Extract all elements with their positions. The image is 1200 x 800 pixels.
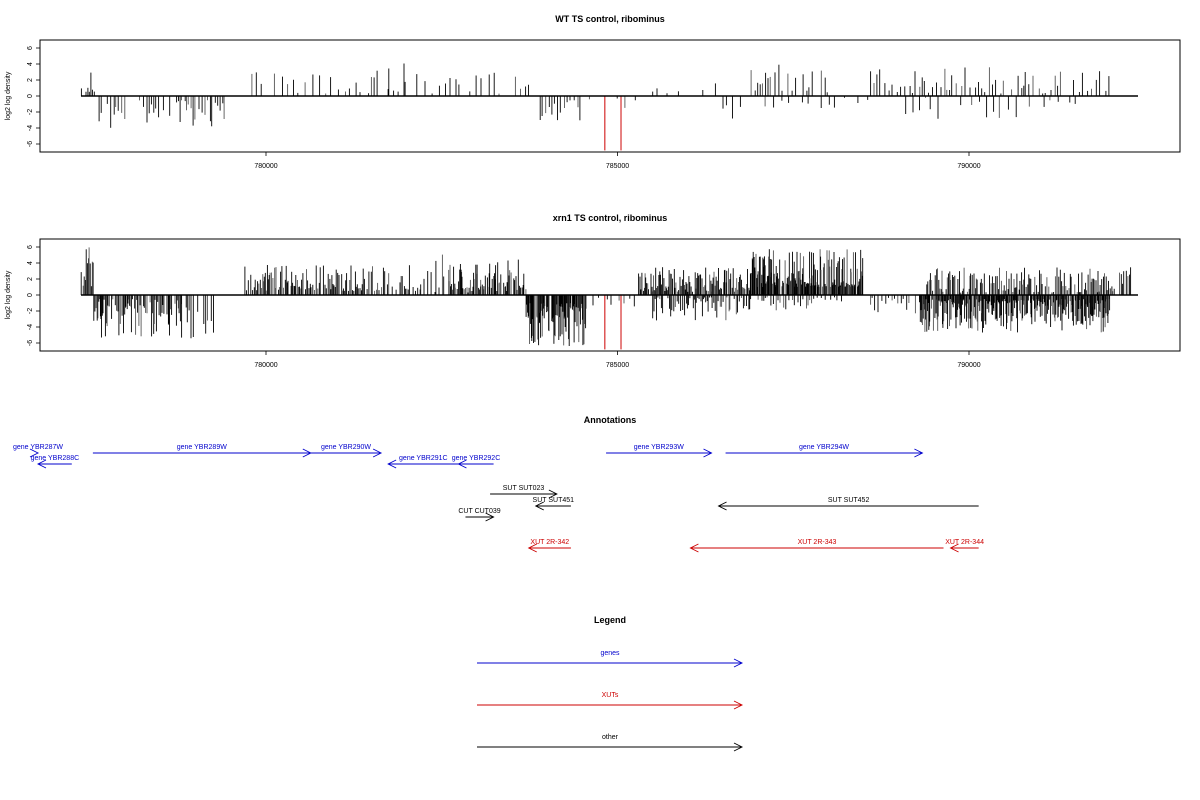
y-tick-label: -4 bbox=[27, 125, 34, 131]
y-tick-label: 6 bbox=[27, 46, 34, 50]
wt-density-panel: WT TS control, ribominus log2 log density… bbox=[5, 14, 1181, 170]
y-tick-label: -2 bbox=[27, 308, 34, 314]
feature-label: gene YBR293W bbox=[634, 444, 684, 451]
feature-arrow bbox=[689, 543, 944, 553]
feature-arrow bbox=[606, 448, 713, 458]
feature-label: gene YBR289W bbox=[177, 444, 227, 451]
feature-arrow bbox=[527, 543, 571, 553]
legend-arrow bbox=[477, 700, 744, 710]
legend-arrow bbox=[477, 742, 744, 752]
feature-arrow bbox=[490, 489, 558, 499]
y-tick-label: 4 bbox=[27, 261, 34, 265]
y-tick-label: 4 bbox=[27, 62, 34, 66]
feature-arrow bbox=[717, 501, 979, 511]
feature-arrow bbox=[457, 459, 494, 469]
y-tick-label: 6 bbox=[27, 245, 34, 249]
y-tick-label: -6 bbox=[27, 340, 34, 346]
legend-label: other bbox=[602, 734, 619, 741]
density-bars bbox=[80, 63, 1110, 128]
y-tick-label: -4 bbox=[27, 324, 34, 330]
legend-items: genes XUTs other bbox=[477, 650, 744, 752]
legend-label: genes bbox=[600, 650, 620, 657]
feature-label: XUT 2R-343 bbox=[798, 539, 837, 546]
x-tick-label: 780000 bbox=[254, 362, 277, 369]
annotation-features: gene YBR287W gene YBR288C gene YBR289W gene… bbox=[13, 444, 984, 553]
x-tick-label: 790000 bbox=[957, 163, 980, 170]
feature-label: CUT CUT039 bbox=[458, 508, 500, 515]
feature-arrow bbox=[29, 448, 40, 458]
feature-arrow bbox=[949, 543, 979, 553]
feature-label: gene YBR290W bbox=[321, 444, 371, 451]
feature-arrow bbox=[310, 448, 383, 458]
y-tick-label: -2 bbox=[27, 109, 34, 115]
x-tick-label: 780000 bbox=[254, 163, 277, 170]
x-tick-label: 785000 bbox=[606, 163, 629, 170]
y-axis-label: log2 log density bbox=[5, 71, 12, 120]
legend-title: Legend bbox=[594, 615, 626, 625]
feature-label: SUT SUT451 bbox=[533, 497, 575, 504]
feature-label: gene YBR294W bbox=[799, 444, 849, 451]
density-bars bbox=[80, 247, 1132, 346]
legend-label: XUTs bbox=[602, 692, 619, 699]
panel-title: WT TS control, ribominus bbox=[555, 14, 665, 24]
feature-label: gene YBR291C bbox=[399, 455, 448, 462]
feature-arrow bbox=[725, 448, 924, 458]
feature-label: SUT SUT023 bbox=[503, 485, 545, 492]
feature-arrow bbox=[36, 459, 72, 469]
y-tick-label: 0 bbox=[27, 293, 34, 297]
feature-arrow bbox=[465, 512, 495, 522]
y-tick-label: 0 bbox=[27, 94, 34, 98]
feature-label: gene YBR292C bbox=[452, 455, 501, 462]
feature-arrow bbox=[387, 459, 459, 469]
feature-label: SUT SUT452 bbox=[828, 497, 870, 504]
y-tick-label: 2 bbox=[27, 78, 34, 82]
feature-arrow bbox=[534, 501, 571, 511]
legend-arrow bbox=[477, 658, 744, 668]
annotations-title: Annotations bbox=[584, 415, 637, 425]
feature-label: XUT 2R-342 bbox=[530, 539, 569, 546]
y-tick-label: -6 bbox=[27, 141, 34, 147]
panel-title: xrn1 TS control, ribominus bbox=[553, 213, 668, 223]
y-tick-label: 2 bbox=[27, 277, 34, 281]
x-tick-label: 785000 bbox=[606, 362, 629, 369]
feature-label: XUT 2R-344 bbox=[945, 539, 984, 546]
x-tick-label: 790000 bbox=[957, 362, 980, 369]
y-axis-label: log2 log density bbox=[5, 270, 12, 319]
feature-label: gene YBR288C bbox=[31, 455, 80, 462]
legend-panel: Legend genes XUTs other bbox=[477, 615, 744, 752]
xrn1-density-panel: xrn1 TS control, ribominus log2 log densi… bbox=[5, 213, 1181, 369]
feature-label: gene YBR287W bbox=[13, 444, 63, 451]
